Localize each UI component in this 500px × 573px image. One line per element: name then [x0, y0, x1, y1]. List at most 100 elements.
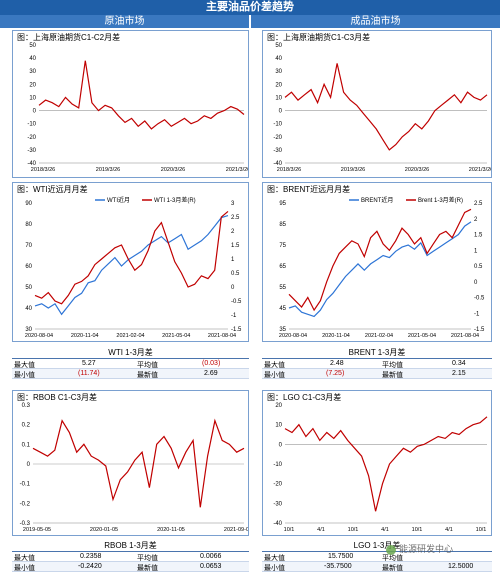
y-tick-label: 80	[25, 222, 32, 228]
stat-value: 12.5000	[448, 563, 474, 570]
y-tick-label: 90	[25, 201, 32, 207]
series-line	[38, 60, 245, 130]
chart-panel-sc-c1c2: 图：上海原油期货C1-C2月差 50 40 30 20 10 0 -10 -20 -30 -40 2…	[12, 30, 249, 178]
x-tick-label: 2021-08-04	[208, 333, 236, 339]
x-tick-label: 2021-08-04	[451, 333, 479, 339]
x-tick-label: 2020/3/26	[161, 167, 185, 173]
y-tick-label: -10	[273, 122, 282, 128]
y-tick-label: -40	[27, 161, 36, 167]
x-tick-label: 2021-02-04	[365, 333, 393, 339]
y-tick-label: 20	[29, 82, 36, 88]
watermark: 能源研发中心	[386, 542, 453, 555]
chart-panel-rbob: 图：RBOB C1-C3月差 0.3 0.2 0.1 0 -0.1 -0.2 -0.3 201…	[12, 390, 249, 536]
stat-label: 平均值	[382, 555, 403, 562]
stat-value: 0.2358	[80, 553, 102, 560]
y-tick-label: 55	[279, 285, 286, 291]
stat-label: 平均值	[382, 362, 403, 369]
stat-label: 最小值	[14, 372, 35, 379]
y-tick-label: 20	[275, 403, 282, 409]
y-tick-label: 95	[279, 201, 286, 207]
y-tick-label: -20	[27, 135, 36, 141]
series-line	[34, 210, 229, 305]
chart-title: 图：BRENT近远月月差	[267, 185, 351, 194]
stat-label: 最大值	[264, 362, 285, 369]
x-tick-label: 4/1	[381, 527, 389, 533]
x-tick-label: 2021/3/26	[469, 167, 492, 173]
stat-label: 最小值	[14, 565, 35, 572]
y-tick-label: 0	[33, 109, 37, 115]
y-tick-label: 0.2	[22, 423, 31, 429]
stats-row: 最大值 2.48 平均值 0.34	[262, 359, 492, 369]
stat-value: (0.03)	[202, 360, 221, 367]
y2-tick-label: 2.5	[231, 215, 240, 221]
y-tick-label: -0.2	[20, 501, 31, 507]
stats-table-wti: 最大值 5.27 平均值 (0.03) 最小值 (11.74) 最新值 2.69	[12, 358, 249, 379]
y2-tick-label: 2	[231, 229, 235, 235]
x-tick-label: 2020/3/26	[405, 167, 429, 173]
series-line	[284, 63, 488, 151]
y-tick-label: 20	[275, 82, 282, 88]
y2-tick-label: 1	[474, 248, 478, 254]
chart-svg: 9080706050403032.521.510.50-0.5-1-1.5202…	[25, 196, 242, 339]
y2-tick-label: 0.5	[231, 271, 240, 277]
stats-table-lgo: 最大值 15.7500 平均值 最小值 -35.7500 最新值 12.5000	[262, 551, 492, 572]
stats-row: 最小值 (11.74) 最新值 2.69	[12, 369, 249, 379]
y-tick-label: 40	[29, 56, 36, 62]
stat-label: 最新值	[137, 565, 158, 572]
header-crude-market: 原油市场	[0, 15, 249, 28]
chart-svg: 95 85 75 65 55 45 35 2.5 2 1.5 1 0.5 0 -0.5 -1 -1.5 2020…	[279, 196, 485, 339]
y-tick-label: 30	[25, 327, 32, 333]
page-banner: 主要油品价差趋势	[0, 0, 500, 15]
x-tick-label: 2020-11-05	[157, 527, 185, 533]
watermark-text: 能源研发中心	[399, 544, 454, 554]
chart-panel-sc-c1c3: 图：上海原油期货C1-C3月差 50 40 30 20 10 0 -10 -20 -30 -40 2…	[262, 30, 492, 178]
header-product-market: 成品油市场	[251, 15, 500, 28]
stats-title-rbob: RBOB 1-3月差	[104, 541, 157, 550]
chart-title: 图：上海原油期货C1-C3月差	[267, 33, 371, 42]
y-tick-label: 40	[25, 306, 32, 312]
stat-value: 0.0066	[200, 553, 222, 560]
series-line	[34, 215, 229, 316]
y-tick-label: 10	[29, 95, 36, 101]
series-line	[32, 418, 245, 508]
stats-title-wti: WTI 1-3月差	[108, 348, 153, 357]
y-tick-label: -10	[27, 122, 36, 128]
y-tick-label: -30	[273, 501, 282, 507]
x-tick-label: 2020-08-04	[25, 333, 53, 339]
stats-row: 最大值 5.27 平均值 (0.03)	[12, 359, 249, 369]
x-tick-label: 4/1	[317, 527, 325, 533]
y-tick-label: 0	[279, 109, 283, 115]
x-tick-label: 2021/3/26	[226, 167, 249, 173]
stat-value: 0.34	[452, 360, 466, 367]
stat-value: 2.69	[204, 370, 218, 377]
y2-tick-label: -1	[474, 311, 480, 317]
y2-tick-label: 1.5	[231, 243, 240, 249]
chart-title: 图：LGO C1-C3月差	[267, 393, 342, 402]
stats-row: 最小值 (7.25) 最新值 2.15	[262, 369, 492, 379]
stat-value: 15.7500	[328, 553, 354, 560]
chart-title: 图：RBOB C1-C3月差	[17, 393, 98, 402]
stat-label: 最大值	[14, 362, 35, 369]
stats-row: 最大值 0.2358 平均值 0.0066	[12, 552, 249, 562]
series-line	[284, 416, 488, 512]
x-tick-label: 2021-09-05	[224, 527, 249, 533]
stats-row: 最小值 -35.7500 最新值 12.5000	[262, 562, 492, 572]
stat-value: 2.15	[452, 370, 466, 377]
chart-panel-wti: 图：WTI近远月月差 90 80 70 60 50 40 30 3 2.5 2 1.5 1 0.5 0 -0…	[12, 182, 249, 342]
x-tick-label: 2021-02-04	[116, 333, 144, 339]
y-tick-label: 35	[279, 327, 286, 333]
x-tick-label: 2018/3/26	[31, 167, 55, 173]
y2-tick-label: 2	[474, 217, 478, 223]
x-tick-label: 2019/3/26	[96, 167, 120, 173]
y-tick-label: 50	[275, 43, 282, 49]
stat-label: 最新值	[382, 565, 403, 572]
y2-tick-label: -0.5	[231, 299, 242, 305]
x-tick-label: 4/1	[445, 527, 453, 533]
y-tick-label: -30	[273, 148, 282, 154]
chart-title: 图：WTI近远月月差	[17, 185, 88, 194]
stat-value: (7.25)	[326, 370, 345, 377]
y-tick-label: 0.1	[22, 442, 31, 448]
y2-tick-label: 1	[231, 257, 235, 263]
stat-label: 最大值	[264, 555, 285, 562]
